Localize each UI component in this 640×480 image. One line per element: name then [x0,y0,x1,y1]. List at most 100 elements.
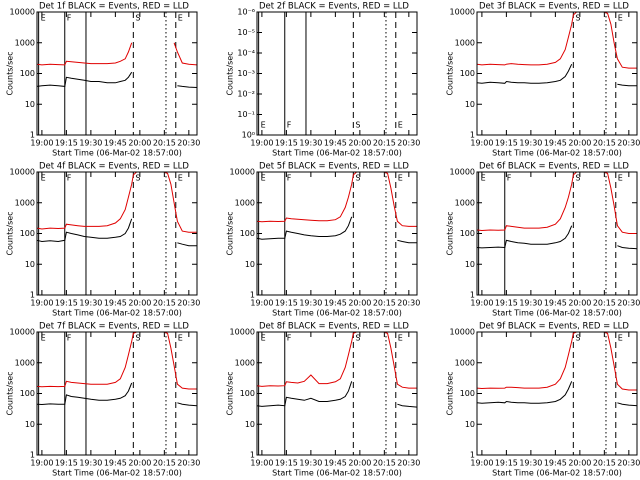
y-tick-label: 1000 [455,38,475,47]
series-line [256,331,417,389]
x-axis-label: Start Time (06-Mar-02 18:57:00) [52,149,182,158]
event-label: E [41,334,46,343]
series-line [476,63,637,87]
y-tick-label: 1000 [15,38,35,47]
x-tick-label: 19:15 [275,139,298,148]
plot-frame [36,171,198,296]
x-tick-label: 20:15 [593,299,616,308]
y-tick-label: 10 [245,420,255,429]
x-tick-label: 19:30 [519,459,542,468]
y-axis-label: Counts/sec [6,211,15,255]
y-tick-label: 1 [470,291,475,300]
event-label: F [67,14,72,23]
y-tick-label: 1000 [15,198,35,207]
x-tick-label: 20:15 [153,139,176,148]
y-axis-label: Counts/sec [6,51,15,95]
x-tick-label: 19:30 [299,459,322,468]
x-tick-label: 20:30 [617,459,640,468]
x-tick-label: 19:30 [519,139,542,148]
x-axis-label: Start Time (06-Mar-02 18:57:00) [492,309,622,318]
y-tick-label: 10000 [230,328,255,337]
x-tick-label: 20:30 [177,299,200,308]
panel-title: Det 7f BLACK = Events, RED = LLD [39,322,189,332]
panel-title: Det 5f BLACK = Events, RED = LLD [259,162,409,172]
series-line [476,171,637,234]
panel-title: Det 8f BLACK = Events, RED = LLD [259,322,409,332]
y-tick-label: 10 [465,260,475,269]
event-label: F [67,334,72,343]
x-tick-label: 19:45 [544,299,567,308]
series-line [256,381,418,408]
series-line [256,171,417,227]
event-label: F [507,174,512,183]
y-tick-label: 100 [460,69,475,78]
event-label: E [261,174,266,183]
y-tick-label: 100 [460,389,475,398]
x-tick-label: 20:30 [397,139,420,148]
series-line [256,216,417,244]
x-tick-label: 19:45 [324,459,347,468]
y-tick-label: 10 [245,260,255,269]
y-tick-label: 100 [20,229,35,238]
x-tick-label: 19:00 [470,139,493,148]
x-tick-label: 20:00 [348,299,371,308]
plot-frame [36,331,198,456]
x-tick-label: 19:30 [299,139,322,148]
plot-frame [476,331,638,456]
y-tick-label: 10⁻⁵ [237,28,255,37]
x-tick-label: 19:00 [250,299,273,308]
x-tick-label: 19:00 [30,139,53,148]
series-line [476,331,637,391]
y-tick-label: 10 [25,420,35,429]
x-tick-label: 19:15 [55,139,78,148]
event-label: S [575,174,580,183]
x-axis-label: Start Time (06-Mar-02 18:57:00) [272,149,402,158]
y-tick-label: 100 [20,389,35,398]
y-tick-label: 1 [30,131,35,140]
x-tick-label: 20:15 [373,459,396,468]
y-tick-label: 100 [240,229,255,238]
event-label: E [398,334,403,343]
y-tick-label: 1000 [455,198,475,207]
x-axis-label: Start Time (06-Mar-02 18:57:00) [272,469,402,478]
x-tick-label: 19:15 [495,459,518,468]
y-tick-label: 10000 [10,8,35,17]
y-axis-label: Counts/sec [226,371,235,415]
x-axis-label: Start Time (06-Mar-02 18:57:00) [272,309,402,318]
series-line [36,171,197,233]
y-tick-label: 10⁻³ [237,69,255,78]
y-tick-label: 10000 [450,168,475,177]
y-tick-label: 10000 [10,328,35,337]
y-tick-label: 1 [250,451,255,460]
y-axis-label: Counts/sec [226,51,235,95]
plot-frame [256,331,418,456]
event-label: S [355,334,360,343]
plot-frame [256,11,418,136]
x-tick-label: 19:30 [79,459,102,468]
event-label: S [575,334,580,343]
y-tick-label: 10⁻² [237,90,255,99]
y-tick-label: 10000 [450,8,475,17]
plot-frame [476,171,638,296]
x-tick-label: 19:00 [470,459,493,468]
event-label: S [575,14,580,23]
x-tick-label: 19:45 [324,299,347,308]
x-tick-label: 19:15 [55,299,78,308]
x-tick-label: 20:30 [177,459,200,468]
y-tick-label: 10 [465,420,475,429]
x-tick-label: 20:00 [128,459,151,468]
series-line [36,382,198,407]
x-tick-label: 19:30 [79,139,102,148]
y-tick-label: 1000 [15,358,35,367]
x-tick-label: 20:00 [568,459,591,468]
x-tick-label: 19:00 [470,299,493,308]
event-label: E [41,14,46,23]
event-label: E [178,174,183,183]
x-tick-label: 20:15 [373,299,396,308]
y-tick-label: 10⁻⁶ [237,8,255,17]
event-label: E [618,174,623,183]
x-tick-label: 20:00 [568,139,591,148]
y-tick-label: 10000 [230,168,255,177]
x-tick-label: 20:30 [617,299,640,308]
x-tick-label: 20:30 [177,139,200,148]
